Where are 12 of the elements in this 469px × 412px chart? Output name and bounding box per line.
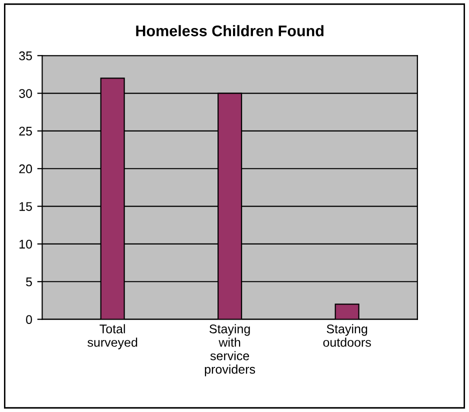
y-tick-label: 25 (19, 126, 32, 136)
x-tick-label: Total surveyed (88, 324, 138, 350)
chart-title: Homeless Children Found (136, 25, 324, 36)
x-tick-label: Staying with service providers (204, 324, 256, 376)
y-tick-label: 5 (26, 278, 32, 286)
y-tick-label: 15 (20, 202, 32, 211)
y-tick-label: 30 (19, 89, 32, 98)
y-tick-label: 0 (26, 315, 32, 324)
y-tick-label: 20 (19, 164, 32, 174)
y-tick-label: 35 (19, 51, 32, 60)
y-tick-label: 10 (20, 240, 32, 249)
x-tick-label: Staying outdoors (323, 324, 371, 347)
